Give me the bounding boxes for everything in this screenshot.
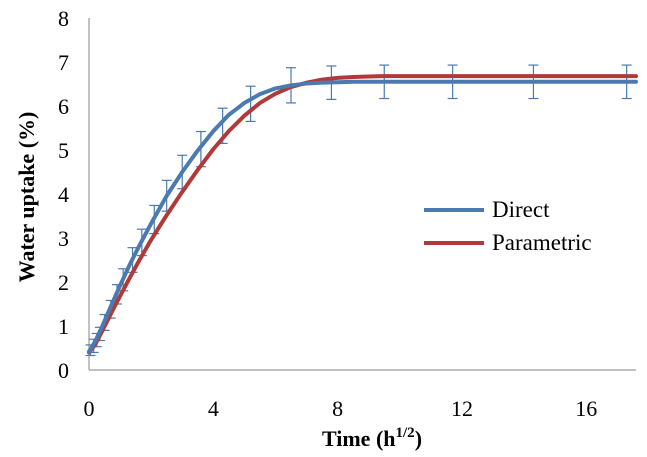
y-tick-label: 7 [58,50,69,75]
y-axis-title: Water uptake (%) [14,112,39,283]
x-tick-label: 4 [208,396,219,421]
y-tick-label: 8 [58,6,69,31]
y-tick-label: 3 [58,226,69,251]
error-bar [245,85,256,123]
series-lines [87,74,638,355]
series-line-direct [87,79,638,354]
y-tick-label: 0 [58,358,69,383]
axes [88,18,636,371]
x-tick-label: 12 [451,396,473,421]
x-tick-label: 8 [332,396,343,421]
x-axis-title: Time (h1/2) [322,425,422,451]
error-bars [85,64,632,357]
legend-label-direct: Direct [492,197,550,222]
y-tick-label: 6 [58,94,69,119]
series-line-parametric [87,74,638,355]
x-tick-label: 0 [84,396,95,421]
y-tick-label: 1 [58,314,69,339]
y-tick-label: 5 [58,138,69,163]
legend: Direct Parametric [424,197,592,255]
legend-label-parametric: Parametric [492,230,592,255]
y-tick-label: 4 [58,182,69,207]
x-tick-label: 16 [575,396,597,421]
y-tick-label: 2 [58,270,69,295]
